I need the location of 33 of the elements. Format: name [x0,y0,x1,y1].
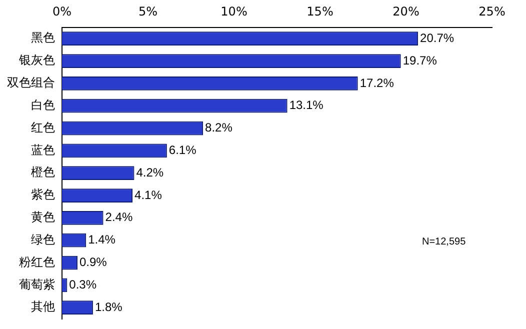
y-tick-label: 黄色 [31,210,55,224]
data-label: 6.1% [168,142,197,157]
x-tick-label: 0% [52,4,72,18]
data-label: 1.8% [94,300,123,314]
x-tick-label: 10% [220,4,248,18]
data-label: 13.1% [289,98,324,112]
data-label: 0.9% [79,255,108,270]
y-tick-label: 橙色 [31,165,55,180]
y-tick-label: 白色 [31,98,55,112]
y-tick-label: 蓝色 [31,142,55,157]
data-label: 4.1% [134,188,162,202]
y-tick-label: 紫色 [31,188,55,202]
data-label: 17.2% [360,76,394,90]
x-tick-label: 20% [392,4,420,18]
data-label: 8.2% [205,120,233,135]
data-label: 20.7% [420,30,454,45]
data-label: 1.4% [88,232,116,247]
data-label: 4.2% [136,165,164,180]
x-tick-label: 25% [478,4,506,18]
data-label: 2.4% [105,210,133,224]
annotation: N=12,595 [422,236,466,248]
y-tick-label: 葡萄紫 [19,277,55,292]
x-tick-label: 15% [306,4,334,18]
y-tick-label: 双色组合 [7,76,55,90]
y-tick-label: 绿色 [31,232,55,246]
data-label: 0.3% [69,277,97,292]
x-tick-label: 5% [138,4,158,18]
y-tick-label: 银灰色 [18,53,55,68]
y-tick-label: 黑色 [31,30,55,45]
y-tick-label: 红色 [31,120,55,134]
data-label: 19.7% [402,53,438,68]
y-tick-label: 粉红色 [19,254,55,269]
y-tick-label: 其他 [31,300,55,314]
